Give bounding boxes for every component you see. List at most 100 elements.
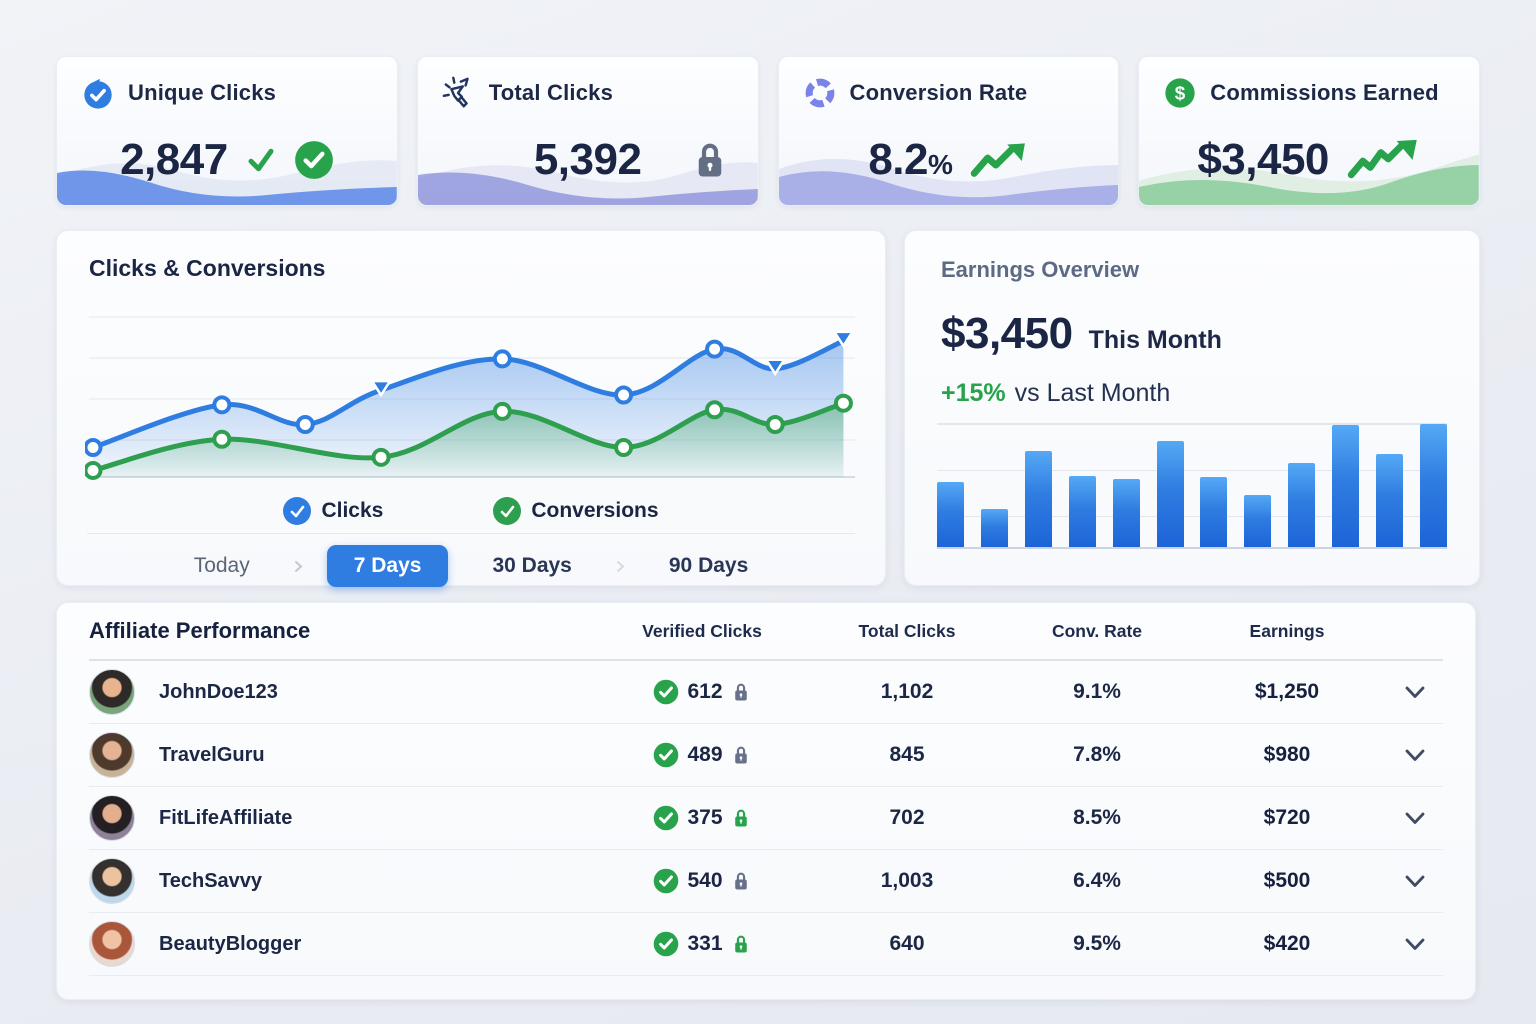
earnings-bar <box>1288 463 1316 547</box>
table-row[interactable]: FitLifeAffiliate 375 702 8.5% $720 <box>89 787 1443 850</box>
column-header-earnings: Earnings <box>1249 620 1325 641</box>
conv-rate-value: 7.8% <box>1073 743 1121 766</box>
earnings-bar <box>1068 475 1096 547</box>
total-clicks-value: 1,102 <box>880 680 934 703</box>
earnings-delta-label: vs Last Month <box>1014 379 1171 407</box>
total-clicks-value: 640 <box>889 932 925 955</box>
verified-clicks-value: 331 <box>687 932 723 955</box>
wave-decoration <box>1139 154 1479 205</box>
table-row[interactable]: TechSavvy 540 1,003 6.4% $500 <box>89 850 1443 913</box>
tab-7-days[interactable]: 7 Days <box>326 545 449 587</box>
column-header-verified-clicks: Verified Clicks <box>642 620 762 641</box>
check-circle-icon <box>654 742 679 768</box>
panel-title: Clicks & Conversions <box>89 255 326 281</box>
tab-90-days[interactable]: 90 Days <box>668 554 749 577</box>
table-title: Affiliate Performance <box>89 618 311 643</box>
check-circle-icon <box>654 931 679 957</box>
conv-rate-value: 9.1% <box>1073 680 1121 703</box>
panel-title: Earnings Overview <box>941 257 1140 282</box>
stat-title: Conversion Rate <box>849 80 1028 105</box>
lock-icon <box>698 143 721 177</box>
stat-head: $ Commissions Earned <box>1139 57 1479 110</box>
table-row[interactable]: BeautyBlogger 331 640 9.5% $420 <box>89 913 1443 976</box>
chevron-down-icon <box>1405 812 1425 824</box>
badge-check-icon <box>84 78 112 109</box>
stat-card-unique-clicks: Unique Clicks 2,847 <box>56 56 398 206</box>
total-clicks-value: 845 <box>889 743 925 766</box>
expand-row-button[interactable] <box>1387 749 1443 762</box>
expand-row-button[interactable] <box>1387 938 1443 951</box>
affiliate-name: FitLifeAffiliate <box>159 806 293 829</box>
stat-head: Total Clicks <box>418 57 758 110</box>
earnings-bar <box>1024 451 1052 547</box>
time-range-tabs: Today 7 Days 30 Days 90 Days <box>57 543 885 589</box>
legend-item-clicks[interactable]: Clicks <box>283 497 383 525</box>
stat-value-row: 8.2% <box>779 135 1119 185</box>
wave-decoration <box>778 159 1119 205</box>
chart-legend: Clicks Conversions <box>57 497 885 525</box>
tab-today[interactable]: Today <box>193 554 250 577</box>
expand-row-button[interactable] <box>1387 875 1443 888</box>
table-header: Affiliate Performance Verified Clicks To… <box>89 603 1443 661</box>
earnings-bar <box>937 481 964 547</box>
legend-label: Conversions <box>531 499 659 522</box>
stat-value: 8.2% <box>868 135 953 184</box>
stat-value-suffix: % <box>928 149 953 180</box>
total-clicks-value: 1,003 <box>880 869 934 892</box>
avatar <box>89 732 135 778</box>
earnings-bar-chart <box>937 423 1447 549</box>
legend-check-icon <box>283 497 312 525</box>
affiliate-name: JohnDoe123 <box>159 680 278 703</box>
verified-clicks-cell: 375 <box>597 805 807 831</box>
earnings-value: $420 <box>1263 932 1311 955</box>
lock-icon <box>734 683 747 701</box>
verified-clicks-value: 375 <box>687 806 723 829</box>
stat-value-row: 2,847 <box>57 135 397 185</box>
expand-row-button[interactable] <box>1387 812 1443 825</box>
earnings-value: $980 <box>1263 743 1311 766</box>
total-clicks-value: 702 <box>889 806 925 829</box>
affiliate-name: TravelGuru <box>159 743 265 766</box>
conv-rate-value: 8.5% <box>1073 806 1121 829</box>
check-circle-icon <box>654 868 679 894</box>
cursor-click-icon <box>442 76 469 108</box>
clicks-conversions-card: Clicks & Conversions Clicks Conversions … <box>56 230 886 589</box>
stat-head: Conversion Rate <box>779 57 1119 110</box>
svg-text:$: $ <box>1175 84 1186 105</box>
wave-decoration <box>417 162 758 205</box>
earnings-bar <box>1419 424 1447 547</box>
check-circle-icon <box>654 805 679 831</box>
lock-icon <box>734 935 747 953</box>
stat-title: Unique Clicks <box>128 80 277 105</box>
stat-head: Unique Clicks <box>57 57 397 110</box>
earnings-value: $720 <box>1263 806 1311 829</box>
avatar <box>89 921 135 967</box>
expand-row-button[interactable] <box>1387 686 1443 699</box>
earnings-bar <box>980 508 1008 547</box>
stat-card-conversion-rate: Conversion Rate 8.2% <box>777 56 1120 206</box>
earnings-amount: $3,450 <box>941 309 1073 358</box>
stat-card-total-clicks: Total Clicks 5,392 <box>416 56 759 206</box>
chevron-right-icon <box>616 560 625 572</box>
earnings-bar <box>1376 453 1404 547</box>
avatar <box>89 795 135 841</box>
affiliate-performance-table: Affiliate Performance Verified Clicks To… <box>56 602 1476 1000</box>
table-row[interactable]: JohnDoe123 612 1,102 9.1% $1,250 <box>89 661 1443 724</box>
legend-item-conversions[interactable]: Conversions <box>493 497 659 525</box>
tab-30-days[interactable]: 30 Days <box>492 554 572 577</box>
stat-value: $3,450 <box>1197 135 1329 184</box>
stat-title: Total Clicks <box>488 80 613 105</box>
verified-clicks-value: 540 <box>687 869 723 892</box>
earnings-delta-row: +15% vs Last Month <box>941 379 1170 408</box>
lock-icon <box>734 746 747 764</box>
legend-label: Clicks <box>321 499 384 522</box>
legend-check-icon <box>493 497 522 525</box>
stat-value: 5,392 <box>533 135 642 184</box>
lock-icon <box>734 809 747 827</box>
earnings-bar <box>1244 495 1272 547</box>
earnings-bar <box>1156 441 1184 547</box>
table-row[interactable]: TravelGuru 489 845 7.8% $980 <box>89 724 1443 787</box>
verified-clicks-cell: 540 <box>597 868 807 894</box>
conv-rate-value: 9.5% <box>1073 932 1121 955</box>
